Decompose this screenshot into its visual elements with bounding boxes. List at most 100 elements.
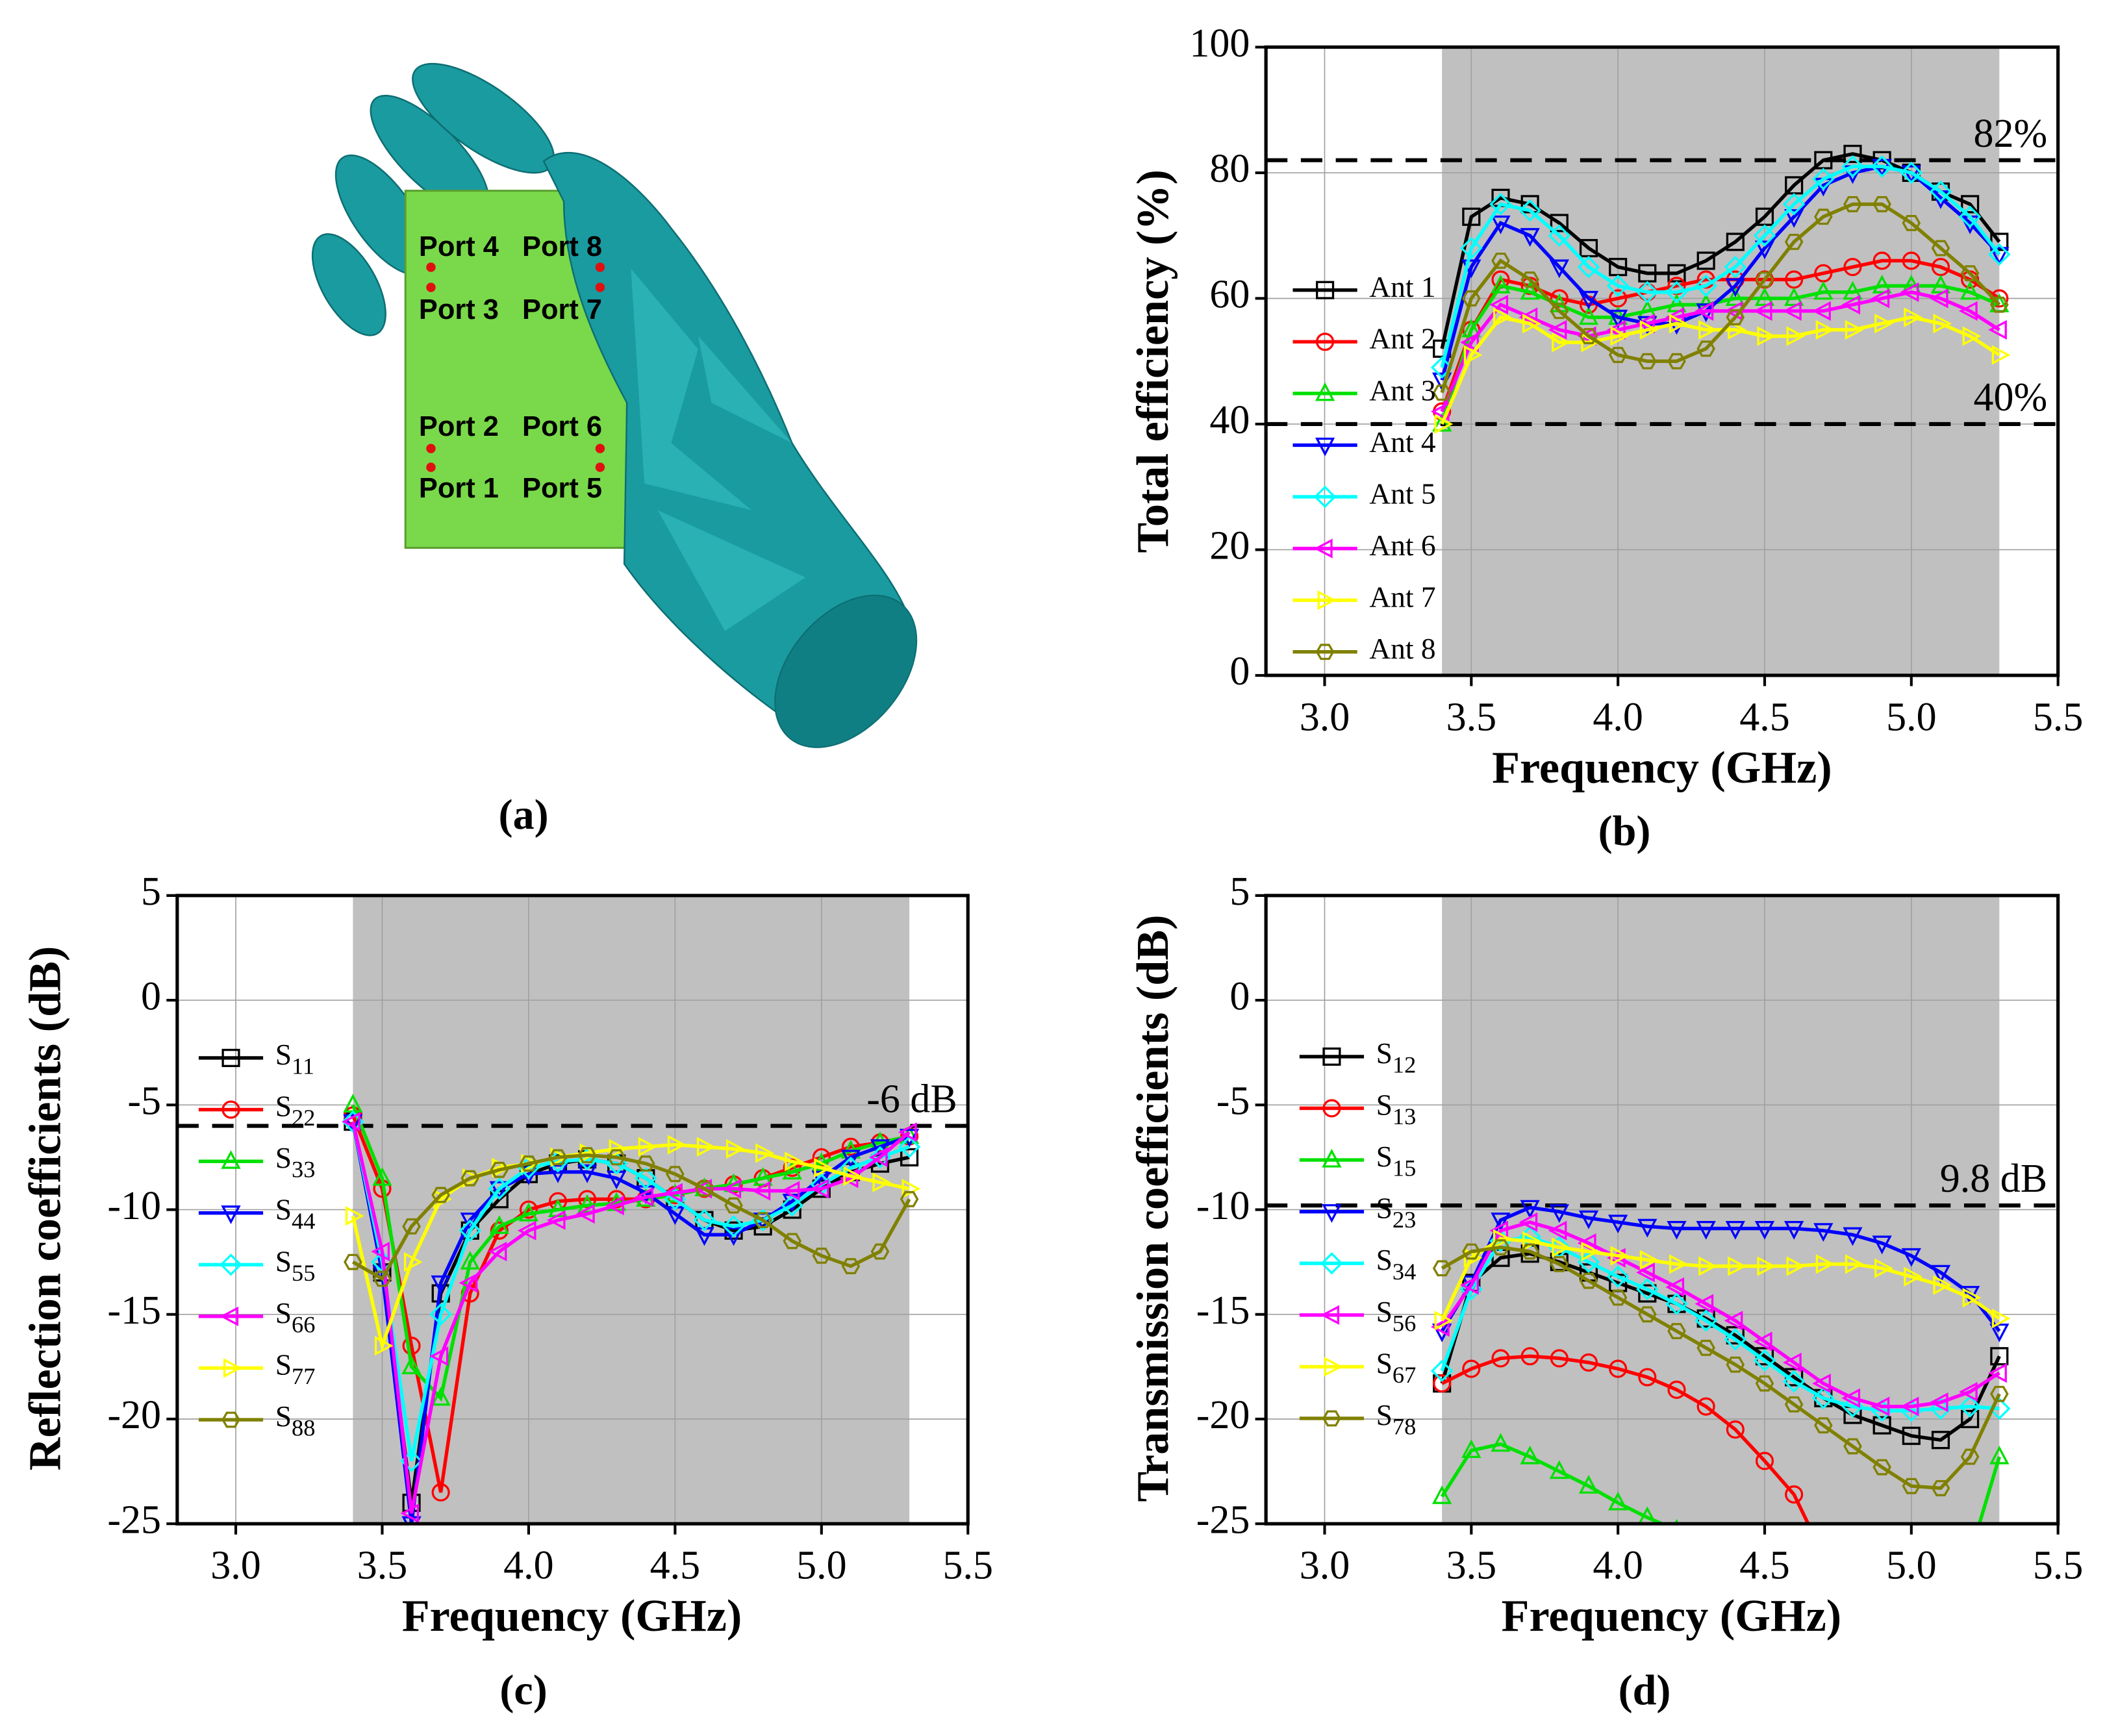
series-line (1440, 1220, 2000, 1409)
marker (1520, 281, 1540, 300)
marker (1930, 274, 1951, 294)
port-dot (595, 444, 605, 453)
marker (1696, 1220, 1716, 1240)
marker (1784, 287, 1804, 307)
series-line (1440, 258, 2000, 412)
marker (1931, 1479, 1950, 1496)
marker (345, 1206, 364, 1226)
marker (374, 1335, 394, 1356)
marker (1550, 1349, 1569, 1368)
x-tick-label: 3.5 (357, 1544, 408, 1588)
marker (1754, 240, 1775, 260)
marker (1491, 253, 1510, 269)
marker (607, 1149, 626, 1166)
legend-label: S34 (1376, 1244, 1417, 1285)
marker (1550, 214, 1569, 233)
marker (1784, 1220, 1804, 1240)
marker (785, 1151, 803, 1172)
marker (605, 1195, 624, 1216)
legend-label: S22 (275, 1090, 316, 1131)
marker (1725, 287, 1745, 307)
y-tick-label: 5 (1229, 870, 1250, 914)
x-tick-label: 3.0 (210, 1544, 261, 1588)
y-tick-label: -10 (1196, 1184, 1250, 1228)
x-tick-label: 3.0 (1300, 695, 1350, 739)
marker (1462, 1359, 1481, 1378)
marker (1491, 1433, 1511, 1452)
marker (841, 1258, 861, 1275)
marker (1316, 333, 1335, 351)
plot-frame (1264, 45, 2060, 677)
marker (1784, 233, 1804, 250)
legend-label: Ant 7 (1369, 581, 1435, 614)
marker (1667, 1380, 1686, 1399)
marker (1815, 1254, 1835, 1274)
marker (1638, 1306, 1657, 1323)
y-tick-label: 0 (1229, 649, 1250, 694)
marker (221, 1100, 240, 1119)
legend-label: S11 (275, 1038, 314, 1079)
marker (696, 1137, 716, 1157)
marker (1519, 199, 1541, 222)
x-axis-title: Frequency (GHz) (1492, 742, 1832, 793)
marker (1320, 1305, 1340, 1325)
marker (1491, 274, 1511, 294)
marker (1491, 1349, 1510, 1368)
marker (1608, 1491, 1628, 1511)
marker (1812, 1374, 1831, 1394)
marker (1606, 320, 1626, 340)
marker (1463, 1248, 1483, 1268)
legend-label: S15 (1376, 1140, 1417, 1181)
legend-label: Ant 2 (1369, 322, 1435, 355)
marker (1962, 1287, 1982, 1308)
marker (1460, 236, 1483, 260)
marker (1904, 307, 1923, 327)
marker (1782, 193, 1806, 216)
legend-label: S55 (275, 1245, 316, 1286)
port-label: Port 7 (522, 294, 602, 325)
marker (546, 1210, 566, 1230)
marker (220, 1306, 239, 1327)
marker (1753, 224, 1776, 247)
marker (221, 1411, 240, 1428)
marker (753, 1212, 772, 1229)
marker (1324, 1357, 1343, 1377)
marker (402, 1218, 421, 1235)
marker (1432, 412, 1452, 432)
marker (1841, 295, 1861, 315)
panel-caption: (a) (499, 791, 549, 838)
legend-label: Ant 5 (1369, 477, 1435, 510)
series-line (1440, 1442, 1667, 1524)
marker (1929, 1392, 1948, 1413)
marker (1753, 1331, 1772, 1352)
marker (1434, 414, 1454, 434)
y-tick-label: 40 (1209, 398, 1250, 442)
marker (1577, 255, 1600, 279)
panel-caption: (b) (1598, 807, 1651, 855)
marker (1785, 1485, 1804, 1504)
marker (814, 1157, 833, 1178)
series-line (351, 1121, 911, 1514)
reference-label: 9.8 dB (1940, 1157, 2047, 1201)
port-label: Port 1 (419, 473, 499, 504)
marker (898, 1135, 921, 1159)
marker (1608, 1289, 1628, 1306)
marker (1988, 243, 2011, 266)
marker (489, 1215, 509, 1234)
port-label: Port 4 (419, 231, 499, 262)
legend-label: Ant 8 (1369, 632, 1435, 665)
marker (1958, 301, 1978, 321)
marker (1462, 290, 1481, 307)
x-tick-label: 4.0 (1593, 1544, 1643, 1588)
marker (1874, 1258, 1893, 1278)
hand-model: Port 4 Port 8 Port 3 Port 7 Port 2 Port … (311, 62, 918, 748)
marker (1548, 320, 1567, 340)
marker (1726, 1420, 1745, 1439)
shaded-band (1442, 47, 2000, 675)
series-line (1977, 1456, 2001, 1524)
marker (609, 1138, 628, 1159)
marker (220, 1253, 242, 1276)
marker (753, 1166, 773, 1186)
marker (1608, 309, 1628, 329)
x-tick-label: 5.5 (943, 1544, 993, 1588)
